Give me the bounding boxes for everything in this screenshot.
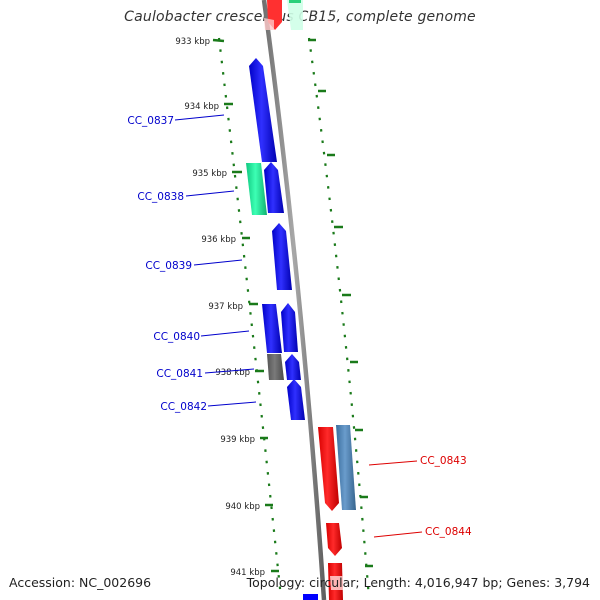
scale-label-940: 940 kbp [225,502,260,512]
right-label-leaders [368,460,423,538]
gene-cc-0837-b [264,162,284,213]
leader-cc-0843 [368,460,418,466]
gene-label-cc-0838: CC_0838 [137,191,184,203]
gene-bottom-blue [303,594,318,600]
scale-label-936: 936 kbp [201,235,236,245]
gene-label-cc-0840: CC_0840 [153,331,200,343]
gene-label-cc-0842: CC_0842 [160,401,207,413]
genome-backbone [261,0,327,600]
scale-label-939: 939 kbp [220,435,255,445]
gene-cc-0842 [287,379,305,420]
leader-cc-0844 [373,531,423,538]
gene-label-cc-0841: CC_0841 [156,368,203,380]
feature-top-green-pale [287,0,303,30]
scale-label-935: 935 kbp [192,169,227,179]
topology-text: Topology: circular; Length: 4,016,947 bp… [246,575,590,590]
leader-cc-0839 [193,259,243,266]
scale-label-941: 941 kbp [230,568,265,578]
scale-ticks [212,38,373,573]
tick-left-933 [212,38,225,43]
gene-cc-0840 [262,304,282,353]
gene-label-cc-0844: CC_0844 [425,526,472,538]
gene-label-cc-0837: CC_0837 [127,115,174,127]
scale-label-933: 933 kbp [175,37,210,47]
scale-label-934: 934 kbp [184,102,219,112]
gene-cc-0838-rna [246,163,267,215]
gene-label-cc-0839: CC_0839 [145,260,192,272]
gene-cc-0843-b [336,425,356,510]
gene-label-cc-0843: CC_0843 [420,455,467,467]
feature-top-red-pale [264,18,274,30]
left-label-leaders [174,114,257,407]
gene-cc-0843 [318,427,339,511]
leader-cc-0841 [204,368,255,374]
scale-label-938: 938 kbp [215,368,250,378]
gene-bottom-red-pale [330,576,343,590]
accession-text: Accession: NC_002696 [9,575,152,590]
gene-cc-0844 [326,523,342,556]
gene-cc-0841 [267,354,284,380]
gene-cc-0840-b [281,303,298,352]
leader-cc-0838 [185,190,235,197]
scale-label-937: 937 kbp [208,302,243,312]
leader-cc-0840 [200,330,250,337]
leader-cc-0842 [207,401,257,407]
leader-cc-0837 [174,114,225,121]
gene-cc-0839 [272,223,292,290]
gene-cc-0841-b [285,354,301,380]
gene-cc-0837 [249,58,277,162]
